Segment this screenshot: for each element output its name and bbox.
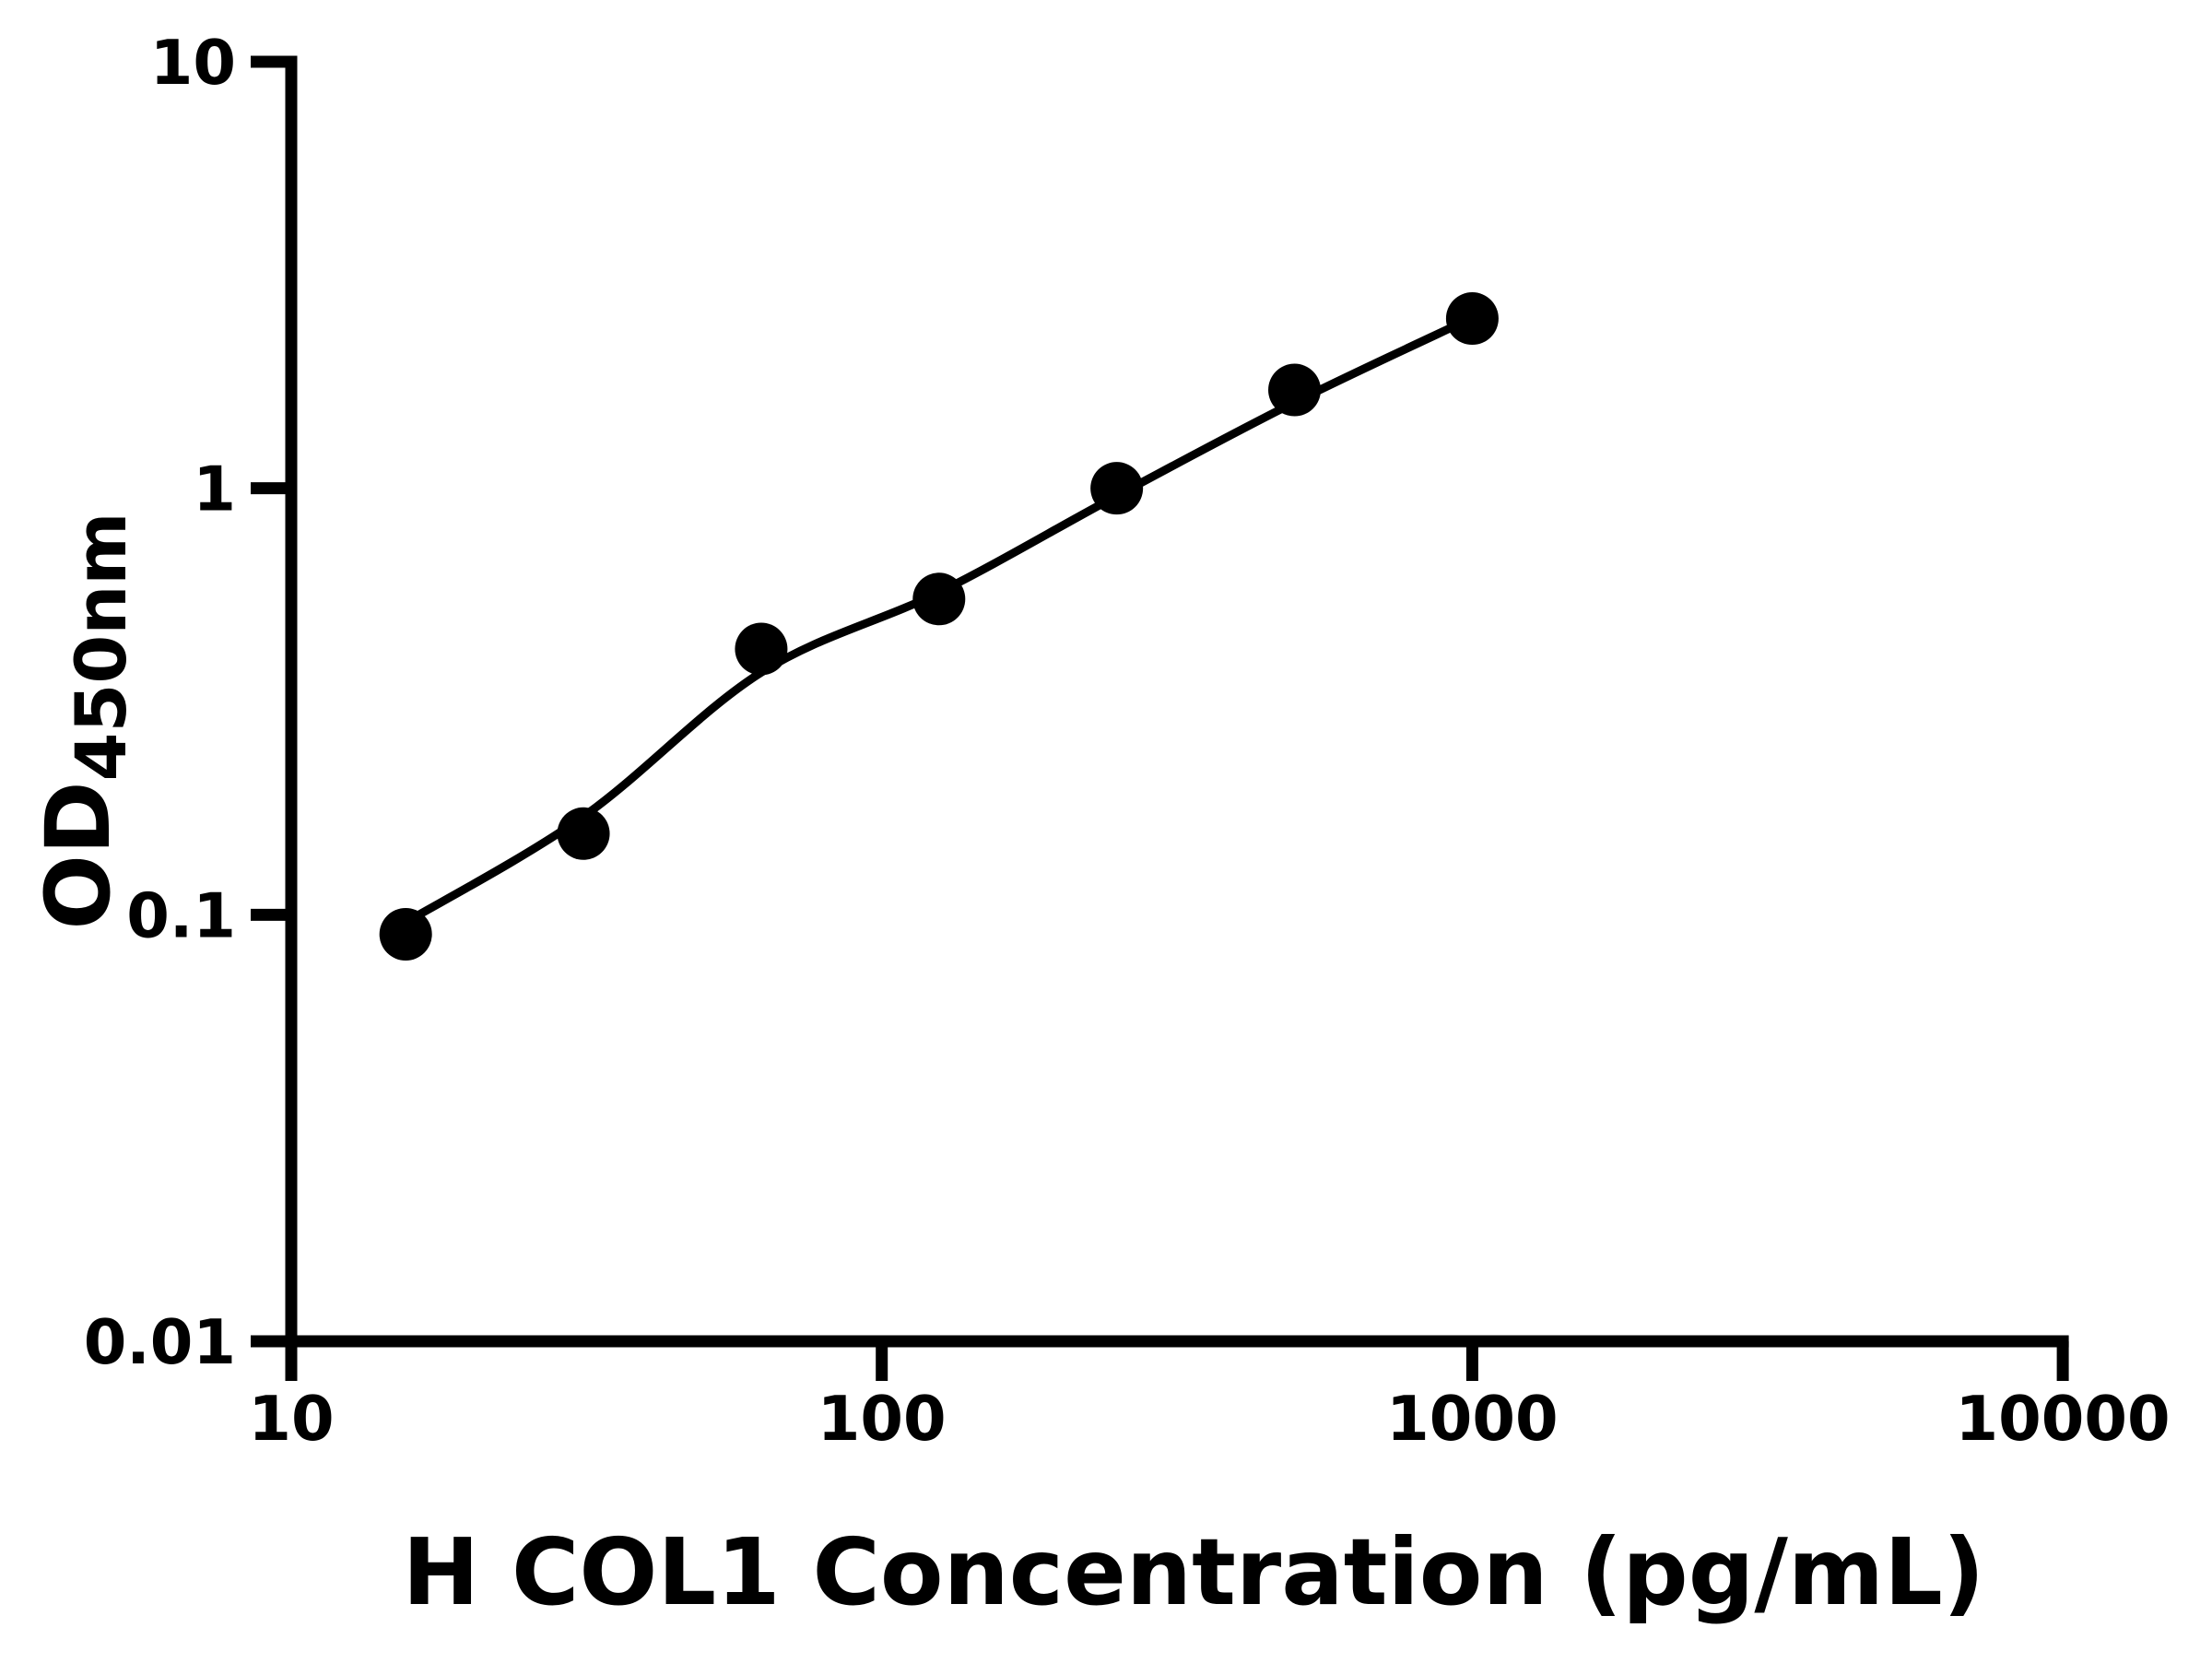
data-point-marker: [735, 622, 788, 676]
x-tick-label: 10: [248, 1383, 334, 1455]
data-point-marker: [912, 572, 966, 626]
data-point-marker: [557, 807, 610, 860]
data-point-marker: [1090, 462, 1144, 515]
y-axis-tick-labels: 10 1 0.1 0.01: [84, 27, 236, 1378]
x-axis-title: H COL1 Concentration (pg/mL): [403, 1518, 1985, 1626]
y-tick-label: 1: [193, 454, 236, 525]
data-point-marker: [1268, 363, 1322, 417]
data-point-marker: [379, 908, 432, 961]
y-axis-title-subscript: 450nm: [60, 512, 142, 781]
y-axis-ticks: [251, 55, 291, 1348]
data-point-marker: [1445, 292, 1499, 346]
x-axis-ticks: [285, 1341, 2069, 1381]
x-tick-label: 100: [818, 1383, 947, 1455]
x-tick-label: 1000: [1386, 1383, 1558, 1455]
y-tick-label: 0.1: [126, 879, 236, 951]
data-points: [379, 292, 1499, 961]
y-axis-title: OD450nm: [27, 512, 142, 929]
x-axis-tick-labels: 10 100 1000 10000: [248, 1383, 2170, 1455]
y-tick-label: 0.01: [84, 1306, 236, 1378]
x-tick-label: 10000: [1956, 1383, 2171, 1455]
y-tick-label: 10: [150, 27, 236, 99]
y-axis-title-main: OD: [27, 781, 130, 929]
